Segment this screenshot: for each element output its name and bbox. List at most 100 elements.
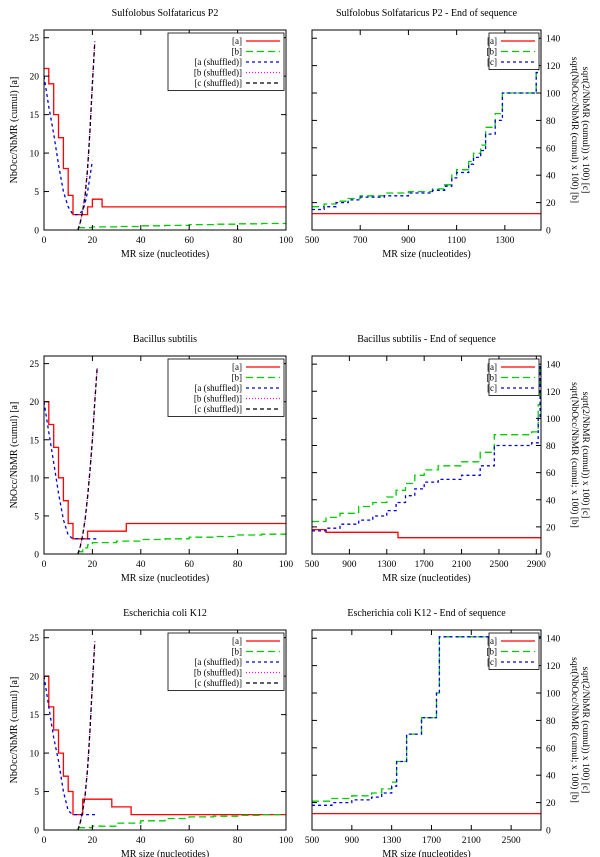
- legend-label: [a]: [487, 36, 497, 46]
- x-tick-label: 2900: [527, 560, 546, 570]
- y-axis-label: NbOcc/NbMR (cumul) [a]: [9, 402, 20, 509]
- series-line-a-shuffled: [44, 676, 98, 816]
- chart-title: Bacillus subtilis - End of sequence: [357, 334, 496, 345]
- y-tick-label: 0: [546, 227, 551, 237]
- legend-label: [b]: [487, 647, 498, 657]
- plot-area: [44, 367, 286, 554]
- series-line-a-shuffled: [44, 401, 98, 540]
- plot-area: [44, 641, 286, 830]
- chart-title: Sulfolobus Solfataricus P2 - End of sequ…: [336, 8, 518, 19]
- series-line-b: [312, 364, 541, 523]
- y-tick-label: 5: [34, 188, 39, 198]
- series-line-b: [77, 532, 286, 553]
- y-tick-label: 10: [30, 750, 40, 760]
- legend-label: [a (shuffled)]: [194, 57, 242, 67]
- series-line-c-shuffled: [77, 641, 96, 830]
- chart-title: Bacillus subtilis: [133, 334, 197, 345]
- y-tick-label: 60: [546, 144, 556, 154]
- y-tick-label: 80: [546, 717, 556, 727]
- y-tick-label: 40: [546, 172, 556, 182]
- legend: [a][b][a (shuffled)][b (shuffled)][c (sh…: [167, 32, 285, 91]
- y-axis-label: NbOcc/NbMR (cumul) [a]: [9, 77, 20, 184]
- legend-label: [c]: [487, 383, 497, 393]
- legend-label: [a]: [232, 362, 242, 372]
- plot-frame: [43, 355, 287, 555]
- x-tick-label: 1700: [422, 836, 441, 846]
- x-tick-label: 500: [305, 560, 320, 570]
- x-tick-label: 40: [136, 236, 146, 246]
- legend: [a][b][a (shuffled)][b (shuffled)][c (sh…: [167, 358, 285, 417]
- y-tick-label: 0: [34, 227, 39, 237]
- y-tick-label: 20: [546, 523, 556, 533]
- x-axis-label: MR size (nucleotides): [382, 249, 470, 260]
- y-tick-label: 15: [30, 711, 40, 721]
- y-tick-label: 15: [30, 436, 40, 446]
- x-tick-label: 900: [345, 836, 360, 846]
- series-line-b-shuffled: [77, 41, 96, 230]
- y-tick-label: 40: [546, 496, 556, 506]
- legend-label: [b]: [232, 373, 243, 383]
- series-line-b: [77, 222, 286, 229]
- x-tick-label: 2500: [489, 560, 508, 570]
- y-tick-label: 20: [30, 398, 40, 408]
- x-tick-label: 700: [353, 236, 368, 246]
- y-tick-label: 20: [546, 799, 556, 809]
- chart-title: Sulfolobus Solfataricus P2: [112, 8, 219, 19]
- legend-label: [b (shuffled)]: [194, 68, 242, 78]
- legend-label: [b (shuffled)]: [194, 668, 242, 678]
- x-tick-label: 40: [136, 836, 146, 846]
- y-tick-label: 140: [546, 35, 561, 45]
- x-tick-label: 100: [279, 560, 294, 570]
- series-line-a: [44, 401, 286, 540]
- plot-area: [312, 636, 541, 815]
- x-tick-label: 0: [42, 836, 47, 846]
- y-tick-label: 25: [30, 34, 40, 44]
- x-axis-label: MR size (nucleotides): [382, 573, 470, 584]
- plot-area: [312, 38, 541, 215]
- x-tick-label: 500: [305, 836, 320, 846]
- y-tick-label: 80: [546, 442, 556, 452]
- y-tick-label: 140: [546, 635, 561, 645]
- y-tick-label: 5: [34, 788, 39, 798]
- legend-label: [c (shuffled)]: [194, 678, 242, 688]
- legend-label: [b]: [232, 647, 243, 657]
- y-tick-label: 120: [546, 388, 561, 398]
- plot-frame: [311, 629, 542, 831]
- legend: [a][b][c]: [487, 632, 540, 670]
- y-tick-label: 5: [34, 512, 39, 522]
- series-line-c: [312, 636, 541, 806]
- y-tick-label: 20: [30, 73, 40, 83]
- y-tick-label: 15: [30, 111, 40, 121]
- x-tick-label: 60: [184, 836, 194, 846]
- legend-label: [c]: [487, 657, 497, 667]
- series-line-a: [312, 528, 541, 539]
- plot-frame: [311, 355, 542, 555]
- chart-panel-4: Bacillus subtilis - End of sequence 500 90…: [305, 334, 591, 584]
- y-axis-label: NbOcc/NbMR (cumul) [a]: [9, 677, 20, 784]
- x-tick-label: 500: [305, 236, 320, 246]
- y-axis-label: sqrt(NbOcc/NbMR (cumul; x 100) [b]: [569, 382, 580, 528]
- y-tick-label: 10: [30, 150, 40, 160]
- x-tick-label: 900: [342, 560, 357, 570]
- y-axis-label: sqrt(NbOcc/NbMR (cumul; x 100) [b]: [569, 657, 580, 803]
- x-tick-label: 20: [88, 236, 98, 246]
- legend-label: [b]: [487, 373, 498, 383]
- series-line-c: [312, 364, 541, 532]
- x-tick-label: 80: [233, 560, 243, 570]
- x-axis-label: MR size (nucleotides): [121, 249, 209, 260]
- x-tick-label: 2100: [452, 560, 471, 570]
- x-tick-label: 80: [233, 836, 243, 846]
- x-axis-label: MR size (nucleotides): [121, 849, 209, 857]
- legend-label: [a (shuffled)]: [194, 383, 242, 393]
- legend-label: [c (shuffled)]: [194, 404, 242, 414]
- legend: [a][b][a (shuffled)][b (shuffled)][c (sh…: [167, 632, 285, 691]
- y-tick-label: 100: [546, 90, 561, 100]
- y-tick-label: 20: [546, 199, 556, 209]
- legend-label: [a]: [487, 362, 497, 372]
- y-tick-label: 120: [546, 662, 561, 672]
- x-tick-label: 1300: [377, 560, 396, 570]
- plot-frame: [43, 29, 287, 231]
- chart-title: Escherichia coli K12 - End of sequence: [347, 608, 506, 619]
- y-tick-label: 100: [546, 415, 561, 425]
- legend-label: [a (shuffled)]: [194, 657, 242, 667]
